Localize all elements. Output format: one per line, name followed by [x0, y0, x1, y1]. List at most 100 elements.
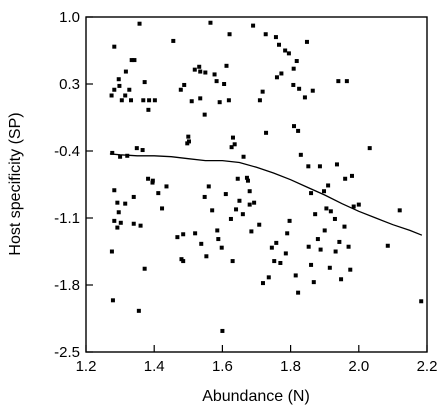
data-point	[304, 39, 309, 44]
data-point	[356, 202, 361, 207]
data-point	[251, 23, 256, 28]
data-point	[112, 87, 117, 92]
data-point	[266, 275, 271, 280]
x-axis: 1.2 1.4 1.6 1.8 2.0 2.2	[76, 345, 437, 375]
data-point	[235, 176, 240, 181]
data-point	[247, 202, 252, 207]
data-point	[336, 79, 341, 84]
data-point	[306, 164, 311, 169]
data-point	[227, 32, 232, 37]
data-point	[117, 83, 122, 88]
data-point	[131, 221, 136, 226]
data-point	[110, 150, 115, 155]
data-point	[140, 148, 145, 153]
data-point	[220, 328, 225, 333]
data-point	[181, 232, 186, 237]
data-point	[230, 259, 235, 264]
data-point	[222, 82, 227, 86]
data-point	[249, 229, 254, 234]
data-point	[348, 267, 353, 272]
data-point	[328, 209, 333, 214]
data-point	[294, 59, 299, 64]
data-point	[134, 146, 139, 151]
data-point	[123, 93, 128, 98]
data-point	[150, 178, 155, 183]
data-point	[217, 100, 222, 105]
data-point	[118, 154, 123, 159]
data-points	[109, 20, 424, 333]
data-point	[247, 189, 252, 194]
data-point	[198, 96, 203, 101]
data-point	[257, 222, 262, 227]
data-point	[315, 237, 320, 242]
data-point	[263, 32, 268, 37]
data-point	[339, 277, 344, 282]
data-point	[115, 200, 120, 205]
data-point	[334, 162, 339, 167]
data-point	[326, 183, 331, 188]
data-point	[322, 228, 327, 233]
data-point	[116, 210, 121, 215]
data-point	[252, 200, 257, 205]
data-point	[232, 142, 237, 147]
data-point	[241, 154, 246, 159]
data-point	[291, 66, 296, 71]
data-point	[286, 51, 291, 56]
data-point	[297, 86, 302, 91]
data-point	[237, 198, 242, 203]
y-tick-label: -1.8	[54, 277, 80, 294]
data-point	[310, 88, 315, 93]
data-point	[112, 218, 117, 223]
trend-line	[109, 153, 423, 236]
data-point	[208, 20, 213, 25]
data-point	[351, 204, 356, 209]
data-point	[318, 247, 323, 252]
data-point	[146, 107, 151, 112]
data-point	[317, 164, 322, 169]
data-point	[156, 191, 161, 196]
y-tick-label: -2.5	[54, 344, 80, 361]
data-point	[333, 249, 338, 254]
data-point	[199, 241, 204, 246]
data-point	[137, 21, 142, 26]
data-point	[204, 254, 209, 259]
data-point	[152, 98, 157, 103]
data-point	[202, 112, 207, 117]
data-point	[147, 98, 152, 103]
data-point	[109, 249, 114, 254]
data-point	[142, 80, 147, 85]
data-point	[228, 216, 233, 221]
data-point	[230, 135, 235, 140]
data-point	[189, 99, 194, 104]
data-point	[160, 206, 165, 211]
y-tick-label: -1.1	[54, 210, 80, 227]
data-point	[214, 79, 219, 84]
data-point	[192, 67, 197, 72]
data-point	[296, 128, 301, 133]
y-axis-title: Host specificity (SP)	[7, 112, 24, 255]
data-point	[245, 178, 250, 183]
data-point	[313, 212, 318, 217]
data-point	[197, 64, 202, 69]
data-point	[123, 69, 128, 74]
data-point	[171, 38, 176, 43]
x-tick-label: 1.2	[76, 358, 97, 375]
data-point	[324, 206, 329, 211]
data-point	[349, 173, 354, 178]
data-point	[132, 58, 137, 63]
data-point	[274, 240, 279, 245]
data-point	[269, 245, 274, 250]
data-point	[291, 82, 296, 87]
data-point	[127, 87, 132, 92]
data-point	[206, 184, 211, 189]
plot-frame	[85, 16, 428, 353]
data-point	[293, 273, 298, 278]
data-point	[212, 72, 217, 77]
data-point	[182, 82, 187, 87]
data-point	[285, 231, 290, 236]
data-point	[342, 224, 347, 229]
data-point	[224, 63, 229, 68]
data-point	[240, 212, 245, 217]
data-point	[274, 75, 279, 80]
data-point	[202, 194, 207, 199]
